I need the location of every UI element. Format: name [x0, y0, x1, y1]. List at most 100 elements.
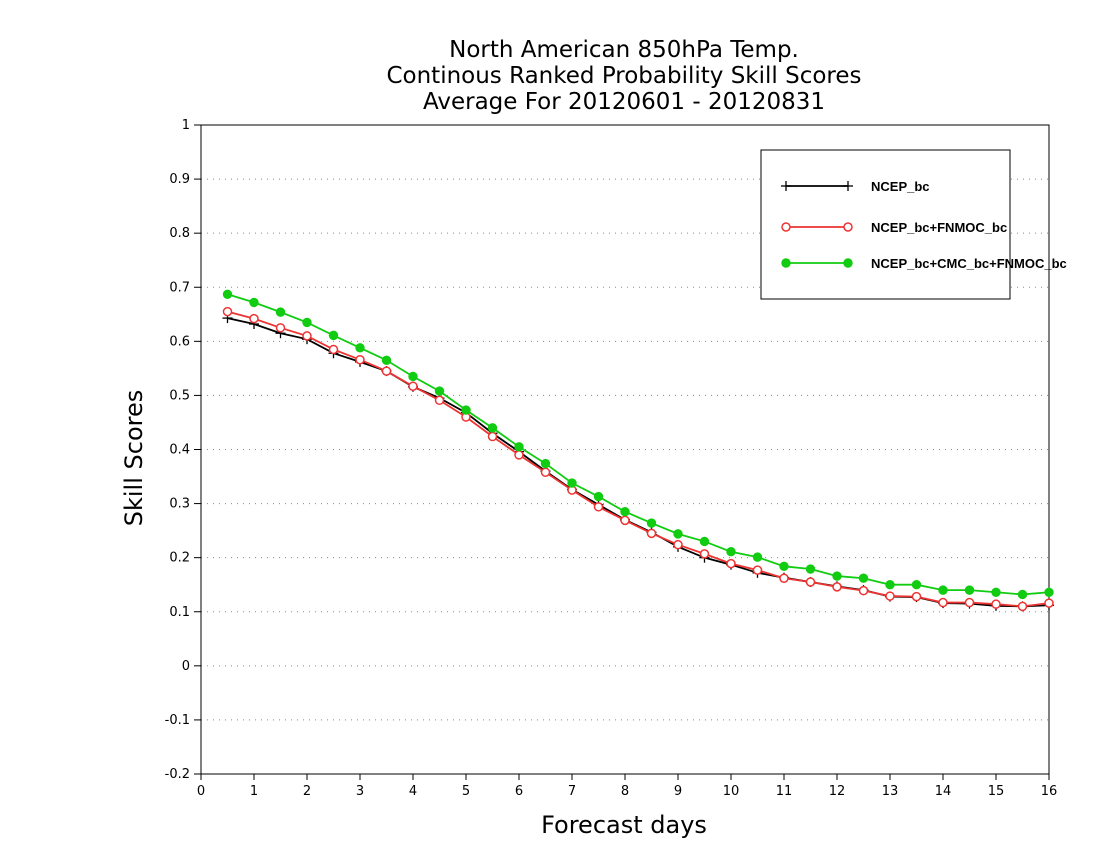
data-point: [302, 317, 312, 328]
data-point: [408, 371, 418, 382]
x-tick-label: 8: [621, 784, 629, 799]
data-point: [885, 591, 895, 601]
data-point: [805, 564, 816, 574]
legend: NCEP_bc NCEP_bc+FNMOC_bc NCEP_bc+CMC_bc+FN…: [760, 149, 1067, 300]
data-point: [843, 181, 853, 191]
data-point: [832, 582, 842, 592]
data-point: [885, 580, 895, 590]
legend-box: [760, 149, 1011, 300]
data-point: [779, 573, 789, 583]
y-axis-label: Skill Scores: [120, 390, 148, 527]
legend-label: NCEP_bc+CMC_bc+FNMOC_bc: [871, 256, 1067, 271]
data-point: [991, 587, 1001, 597]
data-point: [540, 458, 551, 469]
x-tick-label: 12: [829, 784, 846, 799]
x-tick-label: 0: [197, 784, 205, 799]
y-tick-label: 0.3: [169, 497, 190, 512]
x-tick-label: 11: [776, 784, 793, 799]
data-point: [781, 222, 791, 232]
chart-title: North American 850hPa Temp.Continous Ran…: [386, 37, 861, 115]
data-point: [540, 467, 551, 477]
data-point: [434, 386, 445, 396]
y-tick-label: -0.1: [165, 713, 190, 728]
data-point: [858, 585, 869, 596]
data-point: [302, 331, 312, 341]
series-line: [227, 310, 1050, 608]
data-point: [752, 565, 763, 575]
data-point: [461, 405, 471, 415]
data-point: [408, 381, 418, 391]
x-tick-label: 10: [723, 784, 740, 799]
data-point: [1044, 587, 1054, 597]
series-1: [222, 306, 1054, 612]
data-point: [593, 491, 604, 502]
axis-ticks: -0.2-0.100.10.20.30.40.50.60.70.80.910 1 2…: [165, 118, 1058, 799]
data-point: [832, 571, 842, 581]
chart-title-line: Average For 20120601 - 20120831: [423, 89, 825, 115]
data-point: [843, 222, 853, 232]
data-point: [858, 573, 869, 583]
y-tick-label: 0.1: [169, 605, 190, 620]
legend-item: NCEP_bc+FNMOC_bc: [781, 220, 1007, 235]
chart-title-line: Continous Ranked Probability Skill Score…: [386, 63, 861, 89]
data-point: [779, 561, 789, 572]
y-tick-label: 0.8: [169, 226, 190, 241]
data-point: [487, 431, 498, 442]
data-point: [355, 343, 365, 353]
data-point: [275, 323, 286, 333]
data-point: [620, 515, 630, 526]
data-point: [328, 330, 339, 341]
data-point: [726, 558, 736, 569]
x-tick-label: 1: [250, 784, 258, 799]
data-point: [381, 355, 392, 365]
series-line: [227, 317, 1050, 608]
data-point: [1044, 598, 1054, 608]
legend-item: NCEP_bc+CMC_bc+FNMOC_bc: [781, 256, 1067, 271]
data-point: [1017, 589, 1028, 600]
data-point: [567, 478, 577, 488]
data-point: [381, 366, 392, 376]
y-tick-label: 0.4: [169, 443, 190, 458]
data-point: [593, 502, 604, 512]
data-point: [275, 307, 286, 317]
chart-title-line: North American 850hPa Temp.: [449, 37, 799, 63]
data-point: [646, 518, 657, 528]
y-tick-label: 0.6: [169, 334, 190, 349]
data-point: [249, 297, 259, 308]
data-point: [964, 597, 975, 608]
series-line: [227, 293, 1050, 596]
data-point: [673, 539, 683, 550]
data-point: [646, 528, 657, 539]
series-layer: [222, 289, 1054, 612]
data-point: [514, 450, 524, 460]
data-point: [514, 442, 524, 452]
series-2: [222, 289, 1054, 600]
y-tick-label: 1: [182, 118, 190, 133]
data-point: [843, 258, 853, 268]
data-point: [752, 552, 763, 562]
data-point: [938, 585, 948, 595]
y-tick-label: 0.7: [169, 280, 190, 295]
y-tick-label: 0.5: [169, 388, 190, 403]
data-point: [620, 506, 630, 517]
data-point: [805, 577, 816, 587]
data-point: [991, 599, 1001, 609]
x-tick-label: 3: [356, 784, 364, 799]
data-point: [1017, 601, 1028, 612]
y-tick-label: 0.2: [169, 551, 190, 566]
x-tick-label: 2: [303, 784, 311, 799]
x-tick-label: 9: [674, 784, 682, 799]
x-tick-label: 6: [515, 784, 523, 799]
legend-item: NCEP_bc: [781, 179, 930, 194]
data-point: [911, 580, 922, 590]
data-point: [222, 289, 233, 299]
data-point: [222, 306, 233, 317]
y-tick-label: 0.9: [169, 172, 190, 187]
legend-label: NCEP_bc+FNMOC_bc: [871, 220, 1007, 235]
x-tick-label: 16: [1041, 784, 1058, 799]
x-tick-label: 13: [882, 784, 899, 799]
data-point: [781, 181, 791, 191]
data-point: [726, 547, 736, 557]
y-tick-label: 0: [182, 659, 190, 674]
y-tick-label: -0.2: [165, 767, 190, 782]
